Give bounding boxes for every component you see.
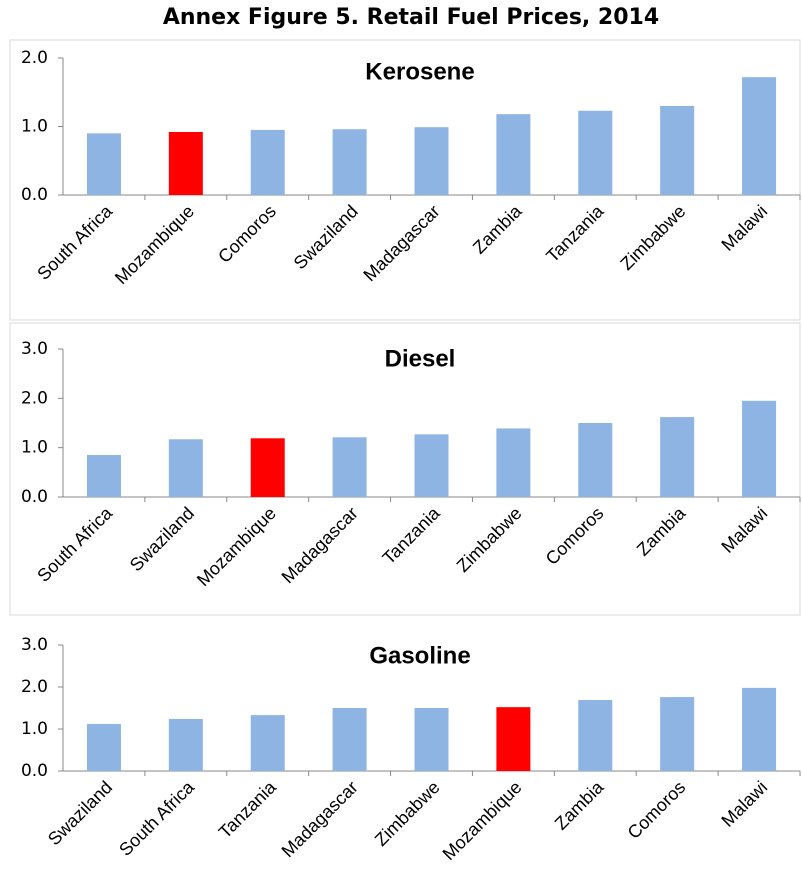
panel-border [9, 39, 801, 321]
bar [250, 438, 285, 497]
y-tick-label: 3.0 [21, 339, 48, 359]
x-tick-label: Comoros [542, 503, 608, 569]
bar [496, 114, 531, 195]
bar [742, 400, 777, 497]
x-tick-label: Madagascar [278, 777, 362, 861]
x-tick-label: Tanzania [379, 502, 445, 568]
x-tick-label: South Africa [33, 502, 116, 585]
x-tick-label: Madagascar [278, 503, 362, 587]
bar [332, 708, 367, 771]
x-tick-label: Swaziland [44, 777, 116, 849]
y-tick-label: 1.0 [21, 438, 48, 458]
x-tick-label: Malawi [717, 503, 771, 557]
bar [660, 105, 695, 195]
bar [414, 127, 449, 195]
panel-border [9, 322, 801, 616]
bar [578, 423, 613, 497]
bar [496, 707, 531, 771]
x-tick-label: Zimbabwe [453, 503, 526, 576]
y-tick-label: 0.0 [21, 487, 48, 507]
x-tick-label: Swaziland [126, 503, 198, 575]
x-tick-label: Mozambique [111, 201, 198, 288]
x-tick-label: Tanzania [215, 776, 281, 842]
x-tick-label: Malawi [717, 777, 771, 831]
bar [578, 700, 613, 771]
figure-title: Annex Figure 5. Retail Fuel Prices, 2014 [163, 5, 659, 30]
y-tick-label: 0.0 [21, 761, 48, 781]
x-tick-label: Swaziland [290, 201, 362, 273]
bar [414, 708, 449, 771]
y-tick-label: 3.0 [21, 635, 48, 655]
y-tick-label: 0.0 [21, 185, 48, 205]
bar [660, 417, 695, 497]
x-tick-label: Mozambique [193, 503, 280, 590]
bar [660, 697, 695, 771]
x-tick-label: Zambia [469, 200, 526, 257]
x-tick-label: Comoros [624, 777, 690, 843]
y-tick-label: 1.0 [21, 719, 48, 739]
bar [250, 715, 285, 771]
bar [578, 110, 613, 195]
bar [742, 687, 777, 771]
y-tick-label: 2.0 [21, 677, 48, 697]
bar [168, 131, 203, 195]
bar [414, 434, 449, 497]
chart-title: Gasoline [369, 642, 470, 669]
x-tick-label: Zimbabwe [371, 777, 444, 850]
x-tick-label: Tanzania [542, 200, 608, 266]
bar [742, 77, 777, 195]
bar [332, 437, 367, 497]
bar [86, 133, 121, 195]
bar [86, 455, 121, 497]
bar [168, 718, 203, 771]
chart-title: Kerosene [365, 58, 474, 85]
bar [332, 129, 367, 195]
x-tick-label: South Africa [115, 776, 198, 859]
x-tick-label: Madagascar [359, 201, 443, 285]
x-tick-label: Malawi [717, 201, 771, 255]
bar [86, 723, 121, 771]
bar [496, 428, 531, 497]
y-tick-label: 2.0 [21, 48, 48, 68]
bar [168, 439, 203, 497]
bar [250, 129, 285, 195]
x-tick-label: Mozambique [439, 777, 526, 864]
x-tick-label: Zimbabwe [616, 201, 689, 274]
x-tick-label: South Africa [33, 200, 116, 283]
x-tick-label: Comoros [214, 201, 280, 267]
x-tick-label: Zambia [633, 502, 690, 559]
y-tick-label: 2.0 [21, 388, 48, 408]
y-tick-label: 1.0 [21, 117, 48, 137]
x-tick-label: Zambia [551, 776, 608, 833]
chart-title: Diesel [385, 345, 456, 372]
